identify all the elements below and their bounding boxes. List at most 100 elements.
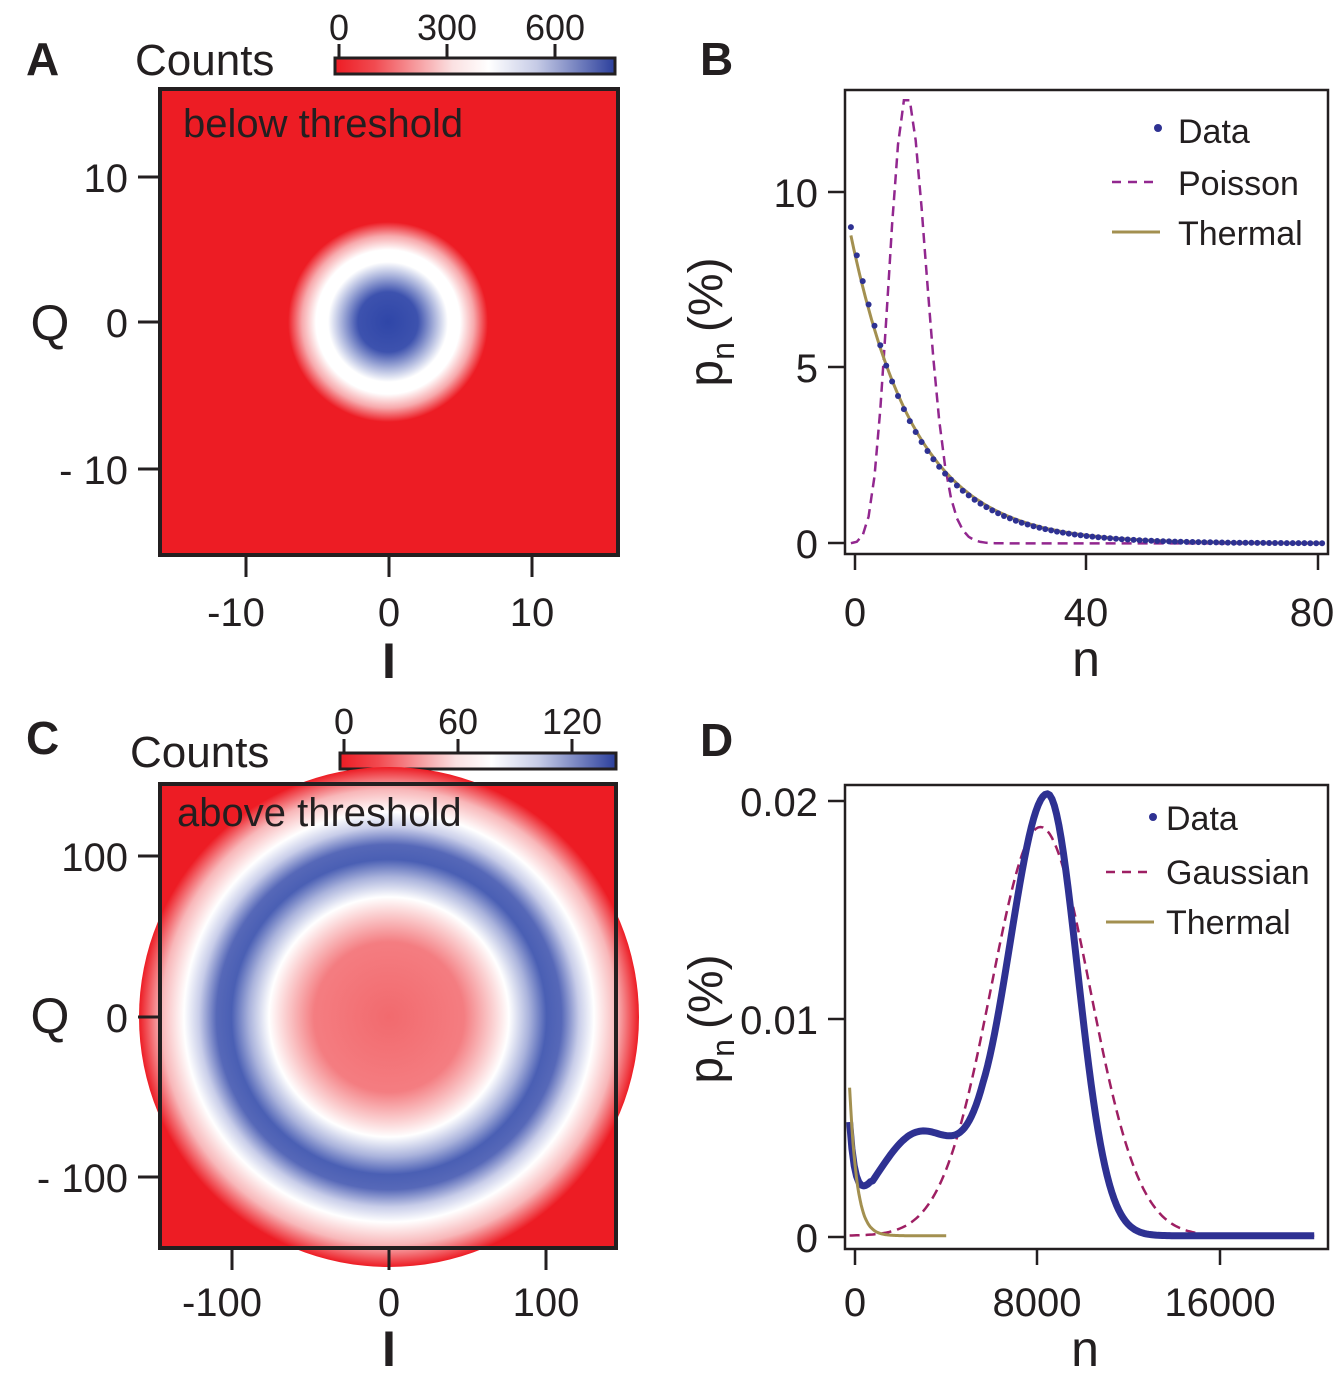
- data-point: [853, 252, 860, 259]
- y-ticks-d: [828, 799, 845, 1239]
- heatmap-ring-c: [139, 767, 639, 1267]
- y-axis-label-sub: n: [705, 342, 741, 360]
- data-point: [1207, 539, 1214, 546]
- legend-d: Data Gaussian Thermal: [1106, 800, 1310, 942]
- data-point: [1095, 534, 1102, 541]
- x-tick-label: 8000: [993, 1281, 1082, 1325]
- data-point: [1230, 539, 1237, 546]
- x-tick-label: -100: [182, 1281, 262, 1325]
- x-tick-label: 10: [510, 591, 555, 635]
- y-axis-label-d: pn (%): [680, 954, 741, 1083]
- data-point: [871, 322, 878, 329]
- y-tick-label: - 100: [37, 1157, 128, 1201]
- colorbar-tick-label: 600: [525, 7, 585, 48]
- data-point: [953, 482, 960, 489]
- annotation-c: above threshold: [177, 791, 462, 835]
- y-tick-label: 0: [796, 523, 818, 567]
- legend-label-gaussian: Gaussian: [1166, 854, 1310, 892]
- x-axis-label-b: n: [1072, 631, 1100, 687]
- data-point: [971, 496, 978, 503]
- plot-frame-d: [843, 783, 1330, 1251]
- data-point: [912, 429, 919, 435]
- data-point: [1001, 513, 1007, 519]
- data-point: [1242, 539, 1249, 546]
- panel-label-c: C: [26, 712, 59, 764]
- heatmap-blob-a: [288, 222, 488, 422]
- data-point: [936, 463, 943, 470]
- data-point: [1048, 527, 1055, 534]
- data-point: [1012, 517, 1019, 524]
- data-point: [1313, 540, 1320, 547]
- colorbar-ticks-a: [337, 44, 557, 58]
- colorbar-title-a: Counts: [135, 36, 274, 85]
- data-point: [989, 507, 996, 514]
- data-point: [1154, 538, 1161, 544]
- colorbar-a: [333, 56, 617, 76]
- data-point: [959, 487, 966, 494]
- data-point: [918, 439, 925, 445]
- data-point: [1219, 539, 1225, 546]
- x-ticks-c: [230, 1248, 548, 1270]
- y-axis-label-sub: n: [705, 1039, 741, 1057]
- data-points: [847, 224, 1326, 547]
- y-axis-label-unit: (%): [680, 954, 733, 1029]
- data-point: [1024, 521, 1031, 528]
- y-axis-label-main: p: [680, 1057, 733, 1084]
- x-tick-label: -10: [207, 591, 265, 635]
- legend-marker-data: [1154, 124, 1162, 132]
- plot-area-b: [847, 98, 1326, 547]
- y-tick-label: 0: [796, 1217, 818, 1261]
- data-point: [865, 301, 872, 308]
- colorbar-title-c: Counts: [130, 728, 269, 777]
- x-tick-label: 0: [378, 591, 400, 635]
- data-point: [1236, 539, 1243, 546]
- data-point: [877, 342, 884, 349]
- legend-b: Data Poisson Thermal: [1112, 113, 1303, 253]
- colorbar-ticks-c: [342, 739, 574, 753]
- data-point: [1166, 538, 1172, 545]
- panel-label-a: A: [26, 33, 59, 85]
- colorbar-tick-label: 0: [329, 7, 349, 48]
- x-ticks-b: [853, 554, 1320, 570]
- data-point: [1283, 540, 1290, 547]
- y-tick-label: 10: [84, 157, 129, 201]
- data-point: [883, 362, 890, 369]
- data-point: [847, 224, 854, 231]
- data-point: [1171, 538, 1178, 545]
- legend-label-thermal: Thermal: [1178, 215, 1303, 253]
- data-point: [1018, 519, 1025, 526]
- x-axis-label-d: n: [1071, 1321, 1099, 1377]
- x-axis-label-a: I: [382, 633, 396, 689]
- data-point: [1124, 536, 1131, 543]
- data-point: [1195, 539, 1202, 546]
- thermal-line: [849, 235, 1323, 545]
- y-ticks-c: [138, 854, 160, 1179]
- y-ticks-a: [138, 175, 160, 471]
- data-point: [1006, 515, 1013, 522]
- x-tick-label: 100: [513, 1281, 580, 1325]
- data-point: [1266, 540, 1273, 546]
- data-point: [1077, 532, 1084, 539]
- annotation-a: below threshold: [183, 102, 463, 146]
- data-point: [889, 378, 896, 385]
- data-point: [1059, 529, 1066, 536]
- data-point: [1289, 540, 1296, 547]
- panel-label-d: D: [700, 714, 733, 766]
- colorbar-tick-label: 120: [542, 701, 602, 742]
- x-tick-label: 16000: [1164, 1281, 1275, 1325]
- x-tick-label: 0: [844, 591, 866, 635]
- x-axis-label-c: I: [382, 1321, 396, 1377]
- data-point: [1101, 534, 1108, 541]
- data-point: [1071, 531, 1078, 538]
- panel-a: A Counts 0 300 600 below threshold 10 0 …: [26, 7, 620, 689]
- plot-area-d: [846, 790, 1316, 1240]
- data-point: [900, 406, 907, 413]
- y-tick-label: 0: [106, 302, 128, 346]
- data-point: [1113, 535, 1119, 542]
- data-point: [1065, 530, 1072, 537]
- y-tick-label: 10: [774, 172, 819, 216]
- y-ticks-b: [828, 190, 845, 545]
- x-tick-label: 0: [844, 1281, 866, 1325]
- colorbar-tick-label: 60: [438, 701, 478, 742]
